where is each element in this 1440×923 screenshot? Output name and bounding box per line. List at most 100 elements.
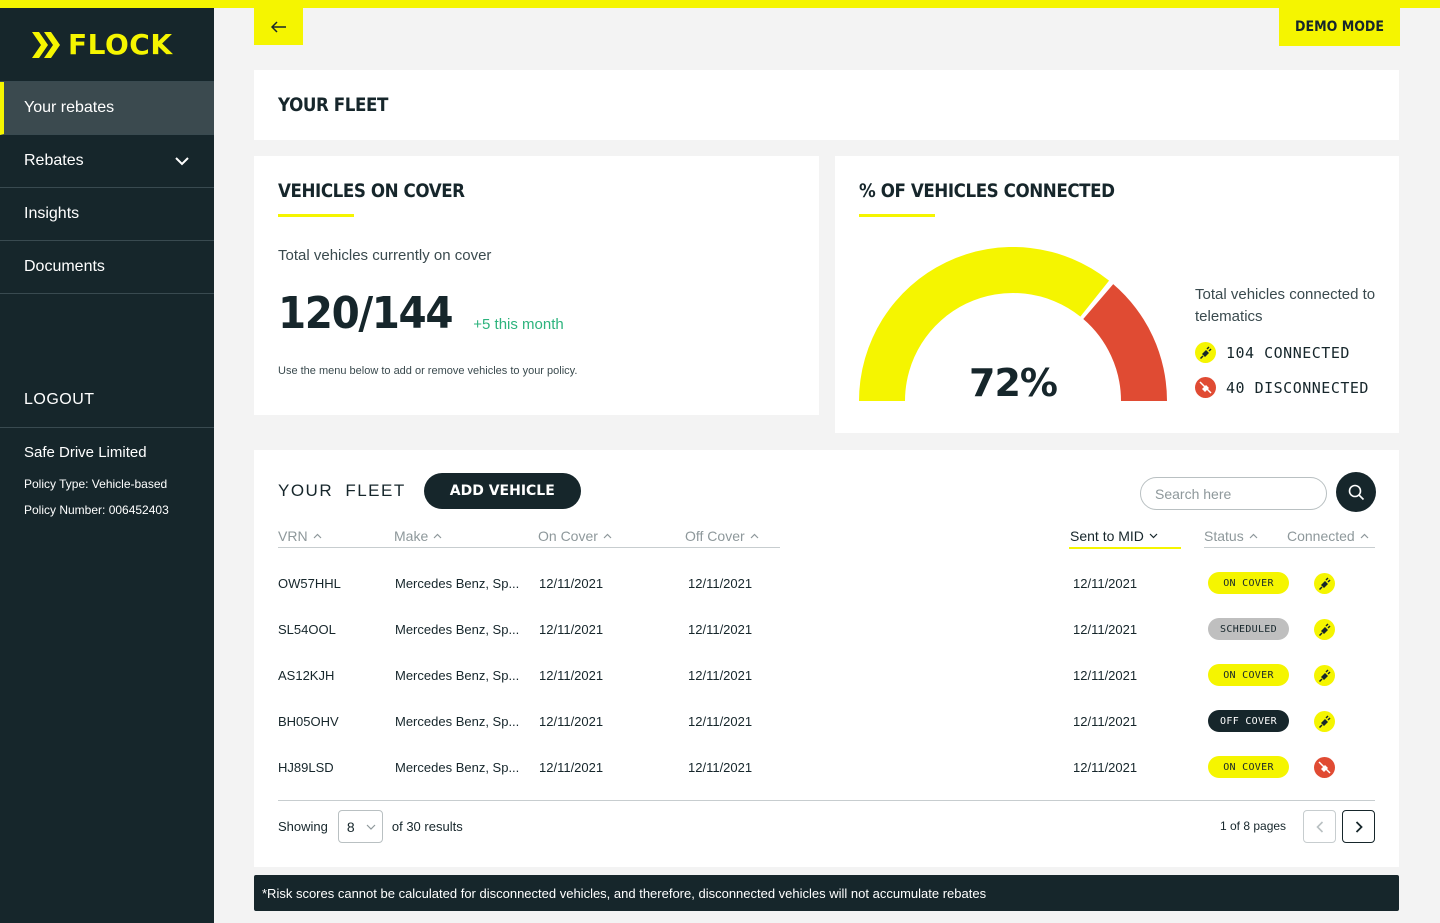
- table-row[interactable]: HJ89LSD Mercedes Benz, Sp... 12/11/2021 …: [254, 744, 1399, 790]
- table-row[interactable]: SL54OOL Mercedes Benz, Sp... 12/11/2021 …: [254, 606, 1399, 652]
- legend-title: Total vehicles connected to telematics: [1195, 286, 1376, 325]
- table-row[interactable]: BH05OHV Mercedes Benz, Sp... 12/11/2021 …: [254, 698, 1399, 744]
- title-underline: [278, 214, 354, 217]
- status-badge: SCHEDULED: [1208, 618, 1289, 640]
- column-header-off-cover[interactable]: Off Cover: [685, 528, 759, 544]
- showing-label: Showing: [278, 819, 328, 834]
- column-header-on-cover[interactable]: On Cover: [538, 528, 612, 544]
- add-vehicle-button[interactable]: ADD VEHICLE: [423, 473, 581, 509]
- plug-connected-icon: [1314, 618, 1335, 640]
- column-header-connected[interactable]: Connected: [1287, 528, 1369, 544]
- search-button[interactable]: [1336, 472, 1376, 512]
- column-label: Off Cover: [685, 528, 745, 544]
- vrn-cell: HJ89LSD: [278, 759, 334, 775]
- vrn-cell: SL54OOL: [278, 621, 336, 637]
- table-footer-divider: [278, 800, 1375, 801]
- next-page-button[interactable]: [1342, 810, 1375, 843]
- on-cover-cell: 12/11/2021: [539, 621, 604, 637]
- legend-disconnected: 40 DISCONNECTED: [1195, 377, 1385, 398]
- header-divider: [278, 547, 780, 548]
- table-row[interactable]: OW57HHL Mercedes Benz, Sp... 12/11/2021 …: [254, 560, 1399, 606]
- back-button[interactable]: [254, 8, 303, 45]
- vehicles-on-cover-card: VEHICLES ON COVER Total vehicles current…: [254, 156, 819, 415]
- logo[interactable]: FLOCK: [0, 8, 214, 82]
- sidebar-item-label: Your rebates: [24, 99, 115, 116]
- card-title: % OF VEHICLES CONNECTED: [859, 180, 1115, 202]
- status-badge: OFF COVER: [1208, 710, 1289, 732]
- plug-disconnected-icon: [1314, 756, 1335, 778]
- gauge-disconnected-arc: [1083, 284, 1167, 401]
- sent-to-mid-cell: 12/11/2021: [1073, 575, 1138, 591]
- cover-count: 120/144: [278, 288, 454, 339]
- sent-to-mid-cell: 12/11/2021: [1073, 667, 1138, 683]
- pagination-size: Showing 8 of 30 results: [278, 810, 463, 843]
- page-size-value: 8: [346, 818, 355, 835]
- fleet-table-card: YOUR FLEET ADD VEHICLE VRN Make On Cover…: [254, 450, 1399, 867]
- previous-page-button[interactable]: [1303, 810, 1336, 843]
- vrn-cell: BH05OHV: [278, 713, 339, 729]
- vrn-cell: AS12KJH: [278, 667, 335, 683]
- title-underline: [859, 214, 935, 217]
- header-divider: [1204, 547, 1375, 548]
- column-label: VRN: [278, 528, 308, 544]
- sent-to-mid-cell: 12/11/2021: [1073, 713, 1138, 729]
- column-header-make[interactable]: Make: [394, 528, 442, 544]
- plug-connected-icon: [1314, 664, 1335, 686]
- cover-subtitle: Total vehicles currently on cover: [278, 247, 492, 264]
- on-cover-cell: 12/11/2021: [539, 575, 604, 591]
- make-cell: Mercedes Benz, Sp...: [395, 713, 520, 729]
- connected-count: 104 CONNECTED: [1226, 343, 1350, 362]
- disconnected-count: 40 DISCONNECTED: [1226, 378, 1369, 397]
- results-label: of 30 results: [391, 819, 463, 834]
- legend-connected: 104 CONNECTED: [1195, 342, 1385, 363]
- policy-number: Policy Number: 006452403: [24, 503, 169, 517]
- page-title: YOUR FLEET: [278, 94, 388, 116]
- plug-connected-icon: [1314, 572, 1335, 594]
- chevron-up-icon: [433, 533, 442, 539]
- gauge-percentage: 72%: [969, 361, 1058, 405]
- on-cover-cell: 12/11/2021: [539, 759, 604, 775]
- policy-type: Policy Type: Vehicle-based: [24, 477, 168, 491]
- sidebar-item-rebates[interactable]: Rebates: [0, 135, 214, 188]
- chevron-up-icon: [603, 533, 612, 539]
- cover-delta: +5 this month: [473, 316, 564, 333]
- sent-to-mid-cell: 12/11/2021: [1073, 759, 1138, 775]
- column-label: Connected: [1287, 528, 1355, 544]
- vrn-cell: OW57HHL: [278, 575, 341, 591]
- fleet-title: YOUR FLEET: [278, 481, 406, 500]
- company-info: Safe Drive Limited Policy Type: Vehicle-…: [24, 444, 169, 523]
- chevron-up-icon: [1360, 533, 1369, 539]
- status-badge: ON COVER: [1208, 572, 1289, 594]
- logout-button[interactable]: LOGOUT: [0, 372, 214, 428]
- off-cover-cell: 12/11/2021: [688, 667, 753, 683]
- column-header-vrn[interactable]: VRN: [278, 528, 322, 544]
- company-name: Safe Drive Limited: [24, 444, 147, 461]
- chevron-down-icon: [366, 824, 376, 830]
- chevron-left-icon: [1315, 820, 1323, 833]
- make-cell: Mercedes Benz, Sp...: [395, 575, 520, 591]
- top-accent-bar: [0, 0, 1440, 8]
- connected-gauge: [859, 247, 1167, 401]
- sidebar-item-insights[interactable]: Insights: [0, 188, 214, 241]
- column-label: Status: [1204, 528, 1244, 544]
- search-input[interactable]: [1140, 477, 1327, 510]
- sidebar-item-documents[interactable]: Documents: [0, 241, 214, 294]
- sidebar-item-label: Rebates: [24, 152, 84, 169]
- connection-legend: Total vehicles connected to telematics 1…: [1195, 284, 1385, 398]
- plug-connected-icon: [1195, 342, 1216, 363]
- make-cell: Mercedes Benz, Sp...: [395, 667, 520, 683]
- table-row[interactable]: AS12KJH Mercedes Benz, Sp... 12/11/2021 …: [254, 652, 1399, 698]
- sent-to-mid-cell: 12/11/2021: [1073, 621, 1138, 637]
- on-cover-cell: 12/11/2021: [539, 667, 604, 683]
- cover-note: Use the menu below to add or remove vehi…: [278, 365, 578, 377]
- chevron-up-icon: [313, 533, 321, 539]
- status-badge: ON COVER: [1208, 756, 1289, 778]
- on-cover-cell: 12/11/2021: [539, 713, 604, 729]
- off-cover-cell: 12/11/2021: [688, 621, 753, 637]
- chevron-right-icon: [1355, 820, 1363, 833]
- column-header-sent-to-mid[interactable]: Sent to MID: [1070, 528, 1158, 544]
- make-cell: Mercedes Benz, Sp...: [395, 621, 520, 637]
- column-header-status[interactable]: Status: [1204, 528, 1258, 544]
- sidebar-item-your-rebates[interactable]: Your rebates: [0, 82, 214, 135]
- page-size-select[interactable]: 8: [337, 810, 383, 843]
